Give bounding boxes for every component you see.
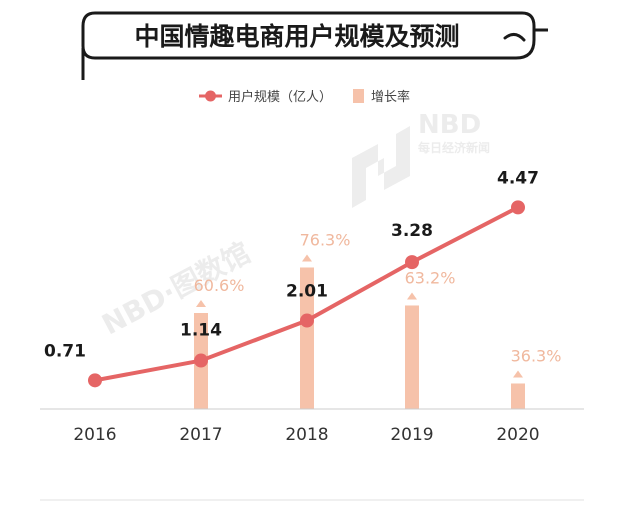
growth-bar-2020 (511, 383, 525, 409)
growth-bar-2018 (300, 267, 314, 409)
user-scale-point-2017 (194, 353, 208, 368)
x-tick-2016: 2016 (73, 425, 116, 445)
growth-label-2019: 63.2% (405, 268, 456, 287)
legend-growth-rate: 增长率 (353, 89, 410, 105)
watermark-text-nbd: NBD (418, 110, 481, 140)
user-scale-label-2016: 0.71 (44, 341, 86, 361)
user-scale-label-2020: 4.47 (497, 168, 539, 188)
x-tick-2017: 2017 (179, 425, 222, 445)
growth-marker-2020 (513, 370, 523, 378)
growth-marker-2019 (407, 292, 417, 300)
title-banner: 中国情趣电商用户规模及预测 (81, 11, 548, 80)
labels-layer: 60.6% 76.3% 63.2% 36.3% 0.71 1.14 2.01 3.28 4.47 (44, 168, 561, 365)
ticks-layer: 2016 2017 2018 2019 2020 (73, 425, 539, 445)
user-scale-label-2018: 2.01 (286, 282, 328, 302)
growth-marker-2017 (196, 300, 206, 308)
x-tick-2020: 2020 (496, 425, 539, 445)
bars-layer (194, 254, 525, 409)
user-scale-point-2019 (405, 255, 419, 270)
growth-marker-2018 (302, 254, 312, 262)
growth-label-2020: 36.3% (511, 346, 562, 365)
user-scale-label-2019: 3.28 (391, 221, 433, 241)
chart-title: 中国情趣电商用户规模及预测 (134, 22, 459, 51)
watermark-text-mrjjxw: 每日经济新闻 (418, 140, 490, 155)
legend-user-scale: 用户规模（亿人） (199, 89, 332, 105)
x-tick-2018: 2018 (285, 425, 328, 445)
user-scale-point-2020 (511, 200, 525, 215)
user-scale-point-2016 (88, 373, 102, 388)
line-layer (88, 200, 525, 388)
growth-label-2018: 76.3% (300, 230, 351, 249)
legend-label-user-scale: 用户规模（亿人） (228, 89, 332, 105)
user-scale-label-2017: 1.14 (180, 321, 222, 341)
legend: 用户规模（亿人） 增长率 (199, 89, 410, 105)
growth-bar-2019 (405, 305, 419, 409)
legend-label-growth-rate: 增长率 (371, 89, 410, 105)
growth-label-2017: 60.6% (194, 276, 245, 295)
user-scale-point-2018 (300, 313, 314, 328)
x-tick-2019: 2019 (390, 425, 433, 445)
watermark-nbd-top: NBD 每日经济新闻 (352, 110, 490, 208)
